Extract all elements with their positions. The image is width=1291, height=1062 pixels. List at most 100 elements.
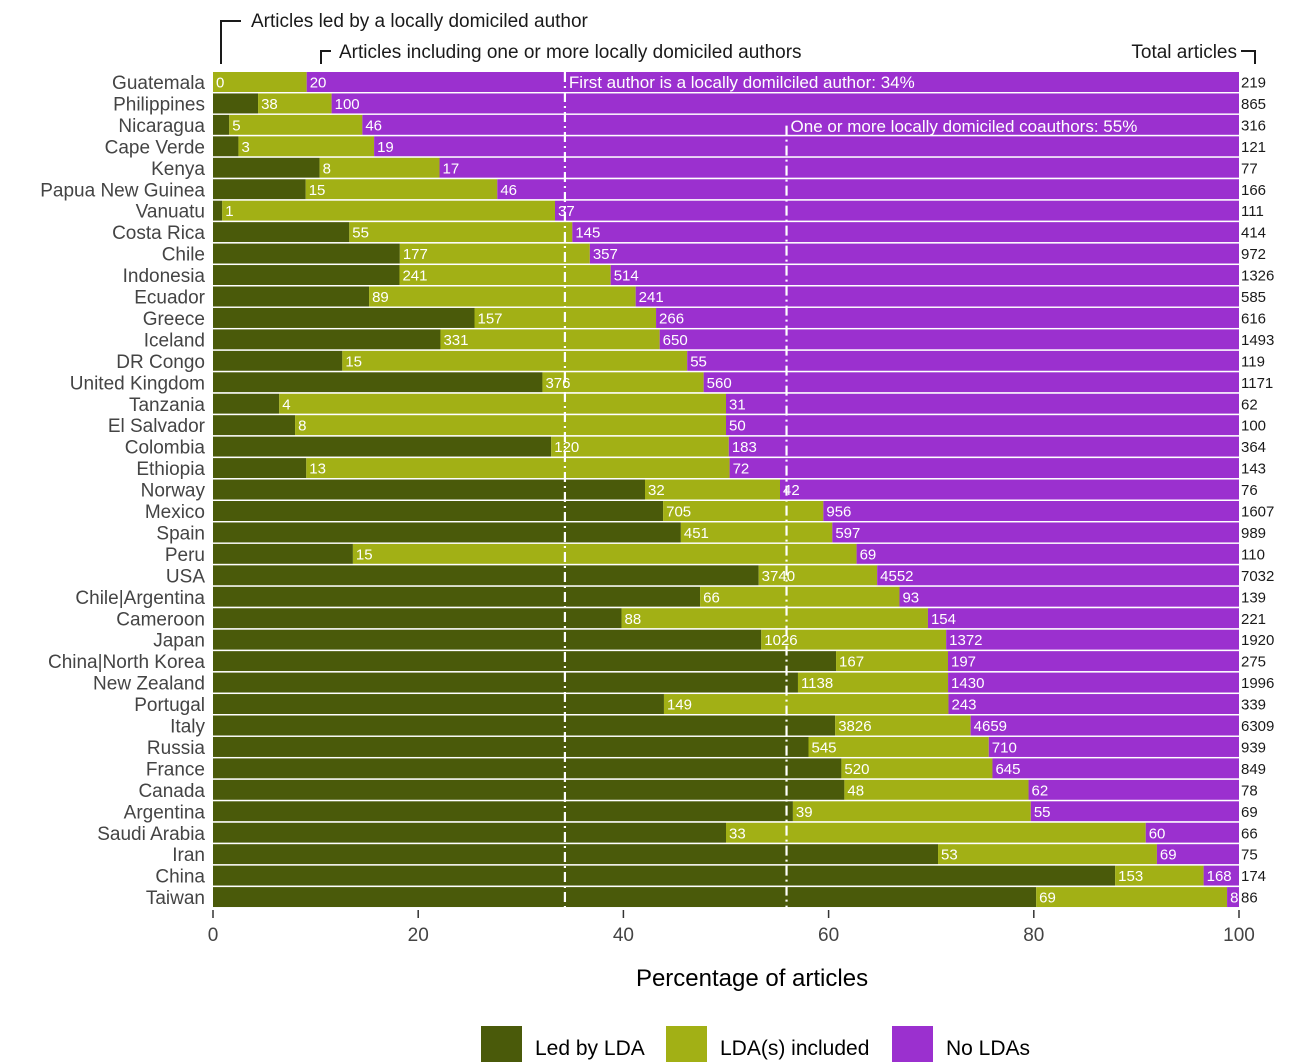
country-label: Chile — [162, 245, 205, 266]
country-label: Spain — [156, 523, 205, 544]
included-count-label: 31 — [729, 396, 746, 413]
bar-included — [700, 586, 900, 607]
included-count-label: 69 — [1160, 847, 1177, 864]
bar-led — [213, 93, 259, 114]
country-label: Portugal — [134, 695, 205, 716]
country-label: France — [146, 759, 205, 780]
included-count-label: 37 — [558, 203, 575, 220]
x-tick-label: 20 — [408, 925, 429, 946]
bar-included — [938, 844, 1157, 865]
country-label: Vanuatu — [136, 202, 205, 223]
bar-included — [1115, 865, 1204, 886]
led-count-label: 39 — [796, 804, 813, 821]
led-count-label: 88 — [625, 611, 642, 628]
bar-included — [440, 329, 660, 350]
included-count-label: 197 — [951, 654, 976, 671]
led-count-label: 33 — [729, 825, 746, 842]
included-count-label: 62 — [1032, 782, 1049, 799]
x-axis: 0 20 40 60 80 100 — [208, 910, 1255, 946]
included-count-label: 100 — [335, 96, 360, 113]
bar-no-lda — [726, 415, 1239, 436]
total-count-label: 989 — [1241, 525, 1266, 542]
bar-no-lda — [1156, 844, 1239, 865]
bar-included — [797, 672, 949, 693]
total-count-label: 121 — [1241, 139, 1266, 156]
bar-no-lda — [948, 672, 1239, 693]
bar-included — [758, 565, 878, 586]
country-label: Canada — [138, 781, 205, 802]
led-count-label: 15 — [309, 182, 326, 199]
led-count-label: 66 — [703, 589, 720, 606]
country-label: Norway — [141, 481, 206, 502]
total-count-label: 221 — [1241, 611, 1266, 628]
total-count-label: 1607 — [1241, 504, 1274, 521]
legend-swatch — [892, 1026, 933, 1062]
country-label: DR Congo — [116, 352, 205, 373]
included-count-label: 60 — [1149, 825, 1166, 842]
bar-no-lda — [899, 586, 1239, 607]
included-count-label: 55 — [1034, 804, 1051, 821]
bar-no-lda — [832, 522, 1239, 543]
bar-included — [761, 629, 947, 650]
bar-no-lda — [659, 329, 1239, 350]
country-label: Cape Verde — [105, 137, 205, 158]
bar-no-lda — [948, 694, 1239, 715]
country-label: Ethiopia — [136, 459, 205, 480]
total-count-label: 339 — [1241, 697, 1266, 714]
bar-no-lda — [656, 307, 1239, 328]
bar-no-lda — [1145, 822, 1239, 843]
bar-led — [213, 501, 664, 521]
country-label: Russia — [147, 738, 206, 759]
led-count-label: 5 — [232, 117, 240, 134]
bar-included — [835, 715, 971, 736]
bar-led — [213, 157, 320, 178]
reference-line-label: First author is a locally domilciled aut… — [569, 73, 915, 92]
bar-included — [222, 200, 556, 221]
bar-led — [213, 844, 939, 865]
included-count-label: 50 — [729, 418, 746, 435]
led-count-label: 376 — [545, 375, 570, 392]
legend: Led by LDA LDA(s) included No LDAs — [481, 1026, 1030, 1062]
bar-no-lda — [439, 157, 1239, 178]
bar-no-lda — [970, 715, 1239, 736]
bar-no-lda — [610, 265, 1239, 286]
led-count-label: 8 — [323, 160, 331, 177]
total-header-label: Total articles — [1131, 42, 1237, 63]
included-count-label: 597 — [835, 525, 860, 542]
led-count-label: 1026 — [764, 632, 797, 649]
included-count-label: 266 — [659, 310, 684, 327]
bar-included — [621, 608, 928, 629]
bar-no-lda — [729, 458, 1239, 479]
country-label: Kenya — [151, 159, 205, 180]
bar-led — [213, 114, 230, 135]
bar-included — [342, 350, 688, 371]
led-count-label: 451 — [684, 525, 709, 542]
total-count-label: 275 — [1241, 654, 1266, 671]
total-count-label: 849 — [1241, 761, 1266, 778]
country-label: Saudi Arabia — [97, 824, 205, 845]
bar-included — [319, 157, 440, 178]
led-count-label: 157 — [477, 310, 502, 327]
bar-included — [305, 179, 498, 200]
included-count-label: 4552 — [880, 568, 913, 585]
bar-led — [213, 522, 681, 543]
bar-no-lda — [497, 179, 1240, 200]
included-count-label: 243 — [951, 697, 976, 714]
reference-lines-layer: First author is a locally domilciled aut… — [563, 72, 1138, 916]
x-tick-label: 80 — [1023, 925, 1044, 946]
reference-line-label: One or more locally domiciled coauthors:… — [791, 117, 1138, 136]
x-tick-label: 100 — [1223, 925, 1255, 946]
bar-led — [213, 200, 223, 221]
included-count-label: 1372 — [949, 632, 982, 649]
bar-no-lda — [1203, 865, 1239, 886]
included-count-label: 46 — [365, 117, 382, 134]
included-count-label: 17 — [443, 160, 460, 177]
total-count-label: 616 — [1241, 310, 1266, 327]
total-count-label: 585 — [1241, 289, 1266, 306]
led-count-label: 3826 — [838, 718, 871, 735]
country-label: Chile|Argentina — [75, 588, 205, 609]
total-count-label: 939 — [1241, 739, 1266, 756]
included-count-label: 710 — [992, 739, 1017, 756]
country-label: Tanzania — [129, 395, 205, 416]
